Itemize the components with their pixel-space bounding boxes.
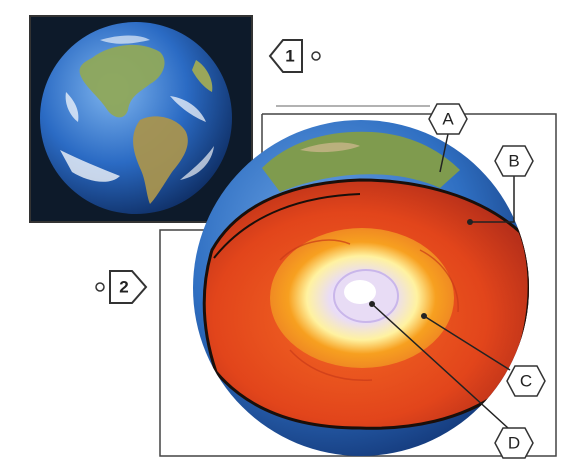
panel-1-earth-photo — [29, 15, 253, 223]
pointer-dot-c — [421, 313, 427, 319]
panel-1-marker: 1 — [268, 39, 321, 73]
cloud — [60, 150, 120, 182]
leader-line-b — [470, 176, 515, 223]
leader-line-a — [439, 133, 449, 173]
pointer-dot-b — [467, 219, 473, 225]
inner-core-highlight — [344, 280, 376, 304]
south-america-landmass — [133, 116, 188, 204]
crust-boundary — [213, 193, 361, 259]
cloud — [65, 92, 79, 122]
panel-1-number: 1 — [285, 47, 294, 66]
cloud — [180, 146, 214, 180]
panel-2-marker: 2 — [95, 270, 148, 304]
label-c-text: C — [520, 372, 532, 391]
leader-line-d — [371, 303, 509, 429]
label-c: C — [506, 365, 546, 397]
panel-2-number: 2 — [119, 278, 128, 297]
marker-dot — [95, 282, 105, 292]
leader-line-c — [423, 315, 511, 371]
label-d-text: D — [508, 434, 520, 453]
label-d: D — [494, 427, 534, 459]
label-b: B — [494, 145, 534, 177]
cloud — [170, 96, 206, 122]
label-a: A — [428, 103, 468, 135]
right-arrow-shape — [109, 270, 148, 304]
left-arrow-shape — [268, 39, 303, 73]
surface-land-detail — [300, 142, 360, 153]
label-b-text: B — [508, 152, 519, 171]
label-a-text: A — [442, 110, 454, 129]
convection-line — [279, 239, 351, 261]
convection-line — [419, 249, 459, 313]
cloud — [100, 35, 150, 44]
panel-2-earth-cutaway: A B C D — [159, 103, 557, 459]
marker-dot — [311, 51, 321, 61]
north-america-landmass — [79, 44, 165, 118]
pointer-dot-d — [369, 301, 375, 307]
convection-line — [289, 349, 373, 381]
africa-edge-landmass — [192, 60, 213, 92]
